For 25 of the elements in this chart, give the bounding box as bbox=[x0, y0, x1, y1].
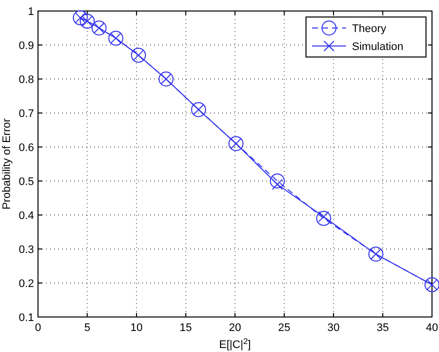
x-tick-label: 20 bbox=[228, 322, 242, 334]
x-tick-label: 35 bbox=[376, 322, 389, 334]
y-tick-label: 0.1 bbox=[18, 312, 34, 324]
y-tick-label: 0.9 bbox=[18, 40, 34, 52]
y-axis-title: Probability of Error bbox=[1, 118, 13, 210]
y-tick-label: 0.3 bbox=[18, 244, 34, 256]
legend-label: Theory bbox=[352, 23, 387, 35]
point bbox=[270, 174, 285, 188]
y-tick-label: 0.8 bbox=[18, 74, 34, 86]
y-tick-label: 0.2 bbox=[18, 278, 34, 290]
y-tick-label: 0.4 bbox=[18, 210, 34, 222]
x-tick-label: 25 bbox=[278, 322, 290, 334]
x-tick-label: 40 bbox=[426, 322, 438, 334]
x-tick-label: 15 bbox=[180, 322, 192, 334]
y-tick-label: 1 bbox=[28, 6, 34, 18]
x-tick-label: 5 bbox=[84, 322, 90, 334]
x-tick-label: 10 bbox=[130, 322, 143, 334]
point bbox=[316, 210, 332, 226]
y-tick-label: 0.7 bbox=[18, 108, 34, 120]
y-tick-label: 0.6 bbox=[18, 142, 34, 154]
y-tick-label: 0.5 bbox=[18, 176, 34, 188]
x-tick-label: 0 bbox=[34, 322, 42, 334]
legend-label: Simulation bbox=[352, 41, 404, 53]
x-axis-title: E[|C|$^{2}$] bbox=[219, 336, 251, 351]
x-tick-label: 30 bbox=[327, 322, 340, 334]
